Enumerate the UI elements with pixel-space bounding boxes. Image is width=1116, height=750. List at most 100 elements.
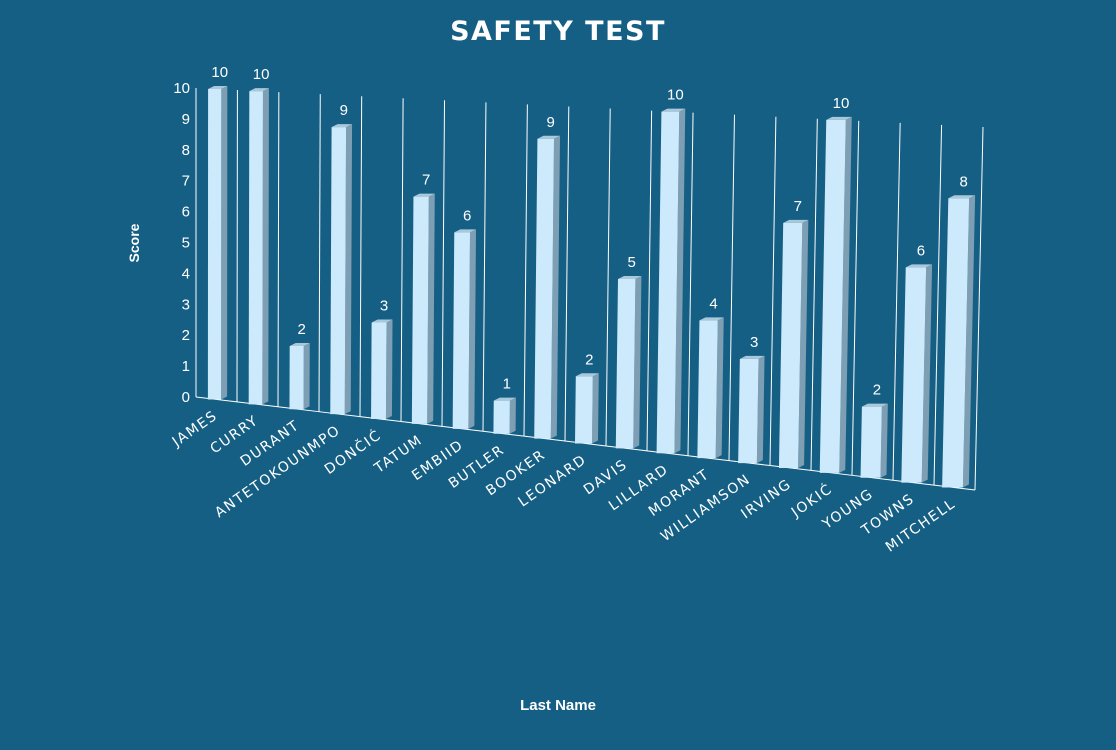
bar-top bbox=[537, 135, 561, 139]
data-label: 10 bbox=[253, 66, 270, 83]
bar-top bbox=[454, 229, 477, 233]
x-axis-title: Last Name bbox=[520, 697, 596, 714]
gridline bbox=[892, 122, 901, 481]
bar-side bbox=[880, 403, 888, 478]
bar-leonard bbox=[575, 373, 599, 444]
bar-top bbox=[661, 108, 686, 112]
bar-side bbox=[303, 343, 310, 410]
y-tick-label: 6 bbox=[182, 204, 190, 221]
bar-young bbox=[860, 403, 888, 478]
data-label: 2 bbox=[585, 351, 593, 368]
bar-williamson bbox=[738, 355, 765, 464]
y-axis-ticks: 0 1 2 3 4 5 6 7 8 9 10 bbox=[173, 80, 190, 406]
y-tick-label: 0 bbox=[182, 389, 190, 406]
bar-top bbox=[948, 195, 976, 199]
bar-butler bbox=[493, 397, 516, 434]
bar-front bbox=[778, 222, 803, 468]
bar-james bbox=[207, 86, 228, 400]
data-label: 7 bbox=[422, 172, 430, 189]
bar-side bbox=[674, 108, 686, 454]
bar-side bbox=[715, 317, 724, 459]
bar-front bbox=[615, 278, 636, 449]
bar-front bbox=[248, 91, 263, 405]
y-tick-label: 10 bbox=[173, 80, 190, 97]
data-label: 2 bbox=[873, 382, 881, 399]
bar-front bbox=[942, 198, 970, 488]
bar-side bbox=[427, 193, 435, 424]
data-label: 10 bbox=[211, 64, 228, 81]
bar-morant bbox=[697, 317, 724, 459]
gridline bbox=[318, 94, 321, 412]
bar-embiid bbox=[452, 229, 477, 429]
bar-top bbox=[699, 317, 724, 321]
y-tick-label: 3 bbox=[182, 296, 190, 313]
gridline bbox=[810, 118, 818, 471]
bars bbox=[207, 86, 976, 488]
bar-top bbox=[249, 88, 269, 92]
bar-side bbox=[798, 219, 809, 468]
bar-front bbox=[289, 346, 304, 410]
data-label: 8 bbox=[960, 173, 968, 190]
data-label: 3 bbox=[750, 334, 758, 351]
gridline bbox=[564, 106, 570, 442]
data-label: 3 bbox=[380, 297, 388, 314]
gridline bbox=[769, 116, 777, 466]
bar-dončić bbox=[371, 319, 393, 420]
bar-side bbox=[756, 355, 765, 464]
bar-top bbox=[575, 373, 599, 377]
bar-front bbox=[411, 196, 429, 424]
bar-mitchell bbox=[942, 195, 976, 488]
data-label: 6 bbox=[463, 207, 471, 224]
data-label: 10 bbox=[667, 87, 684, 104]
bar-lillard bbox=[656, 108, 686, 454]
gridlines bbox=[195, 88, 984, 491]
y-tick-label: 4 bbox=[182, 265, 190, 282]
bar-booker bbox=[534, 135, 561, 439]
y-tick-label: 2 bbox=[182, 327, 190, 344]
bar-top bbox=[331, 124, 353, 128]
gridline bbox=[605, 108, 611, 446]
bar-side bbox=[385, 319, 393, 420]
gridline bbox=[851, 120, 860, 476]
bar-side bbox=[468, 229, 477, 429]
bar-davis bbox=[615, 275, 642, 449]
bar-front bbox=[207, 89, 222, 400]
bar-top bbox=[493, 397, 516, 401]
bar-antetokounmpo bbox=[330, 124, 353, 415]
bar-side bbox=[962, 195, 976, 488]
bar-side bbox=[509, 397, 516, 434]
data-label: 1 bbox=[503, 376, 511, 393]
bar-front bbox=[575, 376, 593, 444]
gridline bbox=[482, 102, 487, 432]
bar-front bbox=[534, 138, 555, 439]
y-tick-label: 9 bbox=[182, 111, 190, 128]
gridline bbox=[359, 96, 363, 417]
bar-top bbox=[739, 355, 765, 359]
bar-side bbox=[550, 135, 561, 439]
data-label: 2 bbox=[298, 321, 306, 338]
gridline bbox=[933, 124, 943, 486]
bar-tatum bbox=[411, 193, 435, 424]
data-label: 9 bbox=[340, 102, 348, 119]
bar-top bbox=[783, 219, 809, 223]
data-label: 6 bbox=[917, 242, 925, 259]
bar-top bbox=[289, 343, 310, 347]
bar-top bbox=[861, 403, 888, 407]
bar-side bbox=[633, 275, 642, 449]
bar-front bbox=[493, 400, 510, 434]
bar-front bbox=[901, 267, 927, 483]
bar-top bbox=[371, 319, 393, 323]
bar-top bbox=[413, 193, 435, 197]
data-label: 9 bbox=[547, 114, 555, 131]
bar-irving bbox=[778, 219, 809, 468]
gridline bbox=[974, 126, 984, 491]
chart-title: SAFETY TEST bbox=[450, 16, 666, 47]
bar-top bbox=[208, 86, 228, 90]
bar-front bbox=[860, 406, 882, 478]
bar-towns bbox=[901, 264, 933, 483]
bar-front bbox=[452, 232, 471, 429]
bar-side bbox=[262, 88, 269, 405]
bar-side bbox=[344, 124, 353, 415]
